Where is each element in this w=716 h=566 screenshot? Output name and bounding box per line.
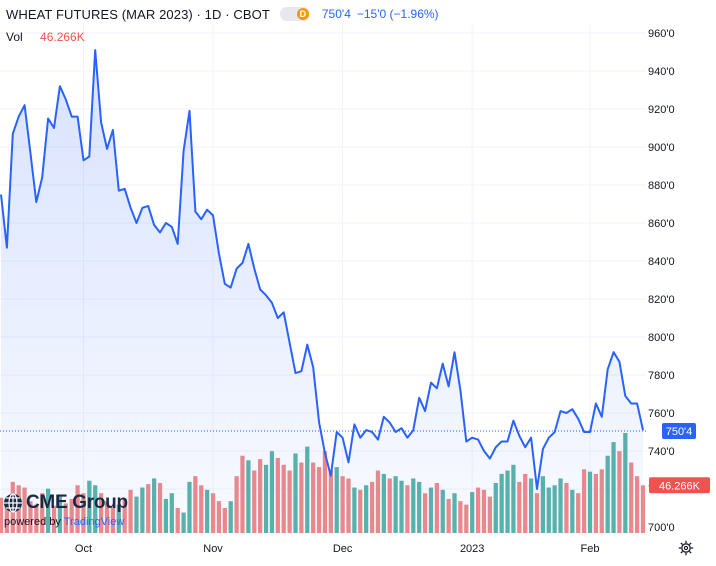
interval-toggle[interactable]: D — [279, 7, 310, 21]
volume-label: Vol — [6, 30, 23, 44]
y-tick-label: 860'0 — [648, 218, 675, 230]
tradingview-link[interactable]: TradingView — [63, 516, 125, 528]
volume-value: 46.266K — [40, 30, 85, 44]
powered-by[interactable]: powered by TradingView — [4, 516, 124, 528]
x-tick-label: Dec — [333, 543, 353, 555]
toggle-label: D — [296, 8, 309, 20]
price-area-fill — [1, 50, 643, 533]
price-line — [0, 49, 644, 490]
y-tick-label: 740'0 — [648, 446, 675, 458]
price-change: −15'0 (−1.96%) — [356, 7, 439, 21]
powered-prefix: powered by — [4, 516, 61, 528]
time-axis: Oct Nov Dec 2023 Feb — [75, 543, 600, 555]
last-price-tag-text: 750'4 — [666, 426, 693, 438]
price-tags: 750'4 46.266K — [649, 423, 710, 494]
logo-text: CME Group — [26, 492, 128, 513]
last-price: 750'4 — [321, 7, 351, 21]
volume-tag-bg — [649, 477, 710, 494]
y-tick-label: 880'0 — [648, 180, 675, 192]
chart-header: WHEAT FUTURES (MAR 2023) · 1D · CBOT D 7… — [6, 5, 439, 23]
symbol-title[interactable]: WHEAT FUTURES (MAR 2023) · 1D · CBOT — [6, 6, 270, 22]
x-tick-label: Nov — [203, 543, 223, 555]
price-area — [1, 50, 643, 533]
last-price-tag-bg — [662, 423, 696, 440]
cme-logo[interactable]: CME Group — [3, 492, 128, 514]
y-tick-label: 920'0 — [648, 104, 675, 116]
x-tick-label: Feb — [581, 543, 600, 555]
y-tick-label: 760'0 — [648, 408, 675, 420]
y-tick-label: 940'0 — [648, 66, 675, 78]
y-tick-label: 900'0 — [648, 142, 675, 154]
price-axis: 960'0 940'0 920'0 900'0 880'0 860'0 840'0 820'0… — [648, 28, 675, 534]
y-tick-label: 840'0 — [648, 256, 675, 268]
y-tick-label: 780'0 — [648, 370, 675, 382]
x-tick-label: 2023 — [460, 543, 484, 555]
y-tick-label: 700'0 — [648, 522, 675, 534]
price-series-line — [0, 49, 644, 490]
y-tick-label: 800'0 — [648, 332, 675, 344]
y-tick-label: 820'0 — [648, 294, 675, 306]
x-tick-label: Oct — [75, 543, 92, 555]
gear-icon[interactable] — [678, 540, 694, 556]
globe-icon — [4, 493, 22, 513]
y-tick-label: 960'0 — [648, 28, 675, 40]
volume-tag-text: 46.266K — [659, 480, 701, 492]
volume-legend: Vol 46.266K — [6, 30, 85, 44]
